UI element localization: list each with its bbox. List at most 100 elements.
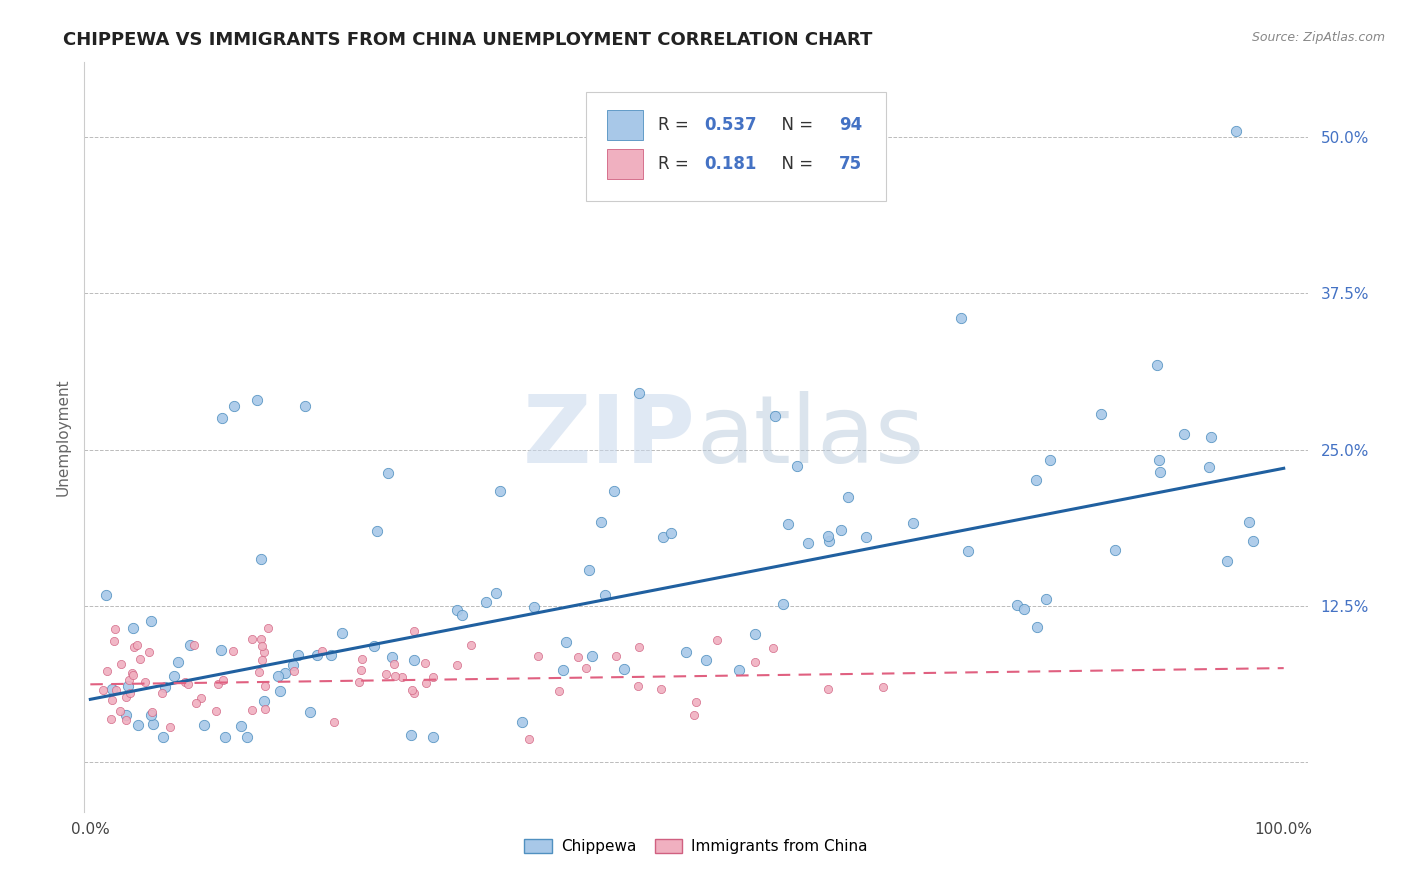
Point: [384, 669, 406, 683]
Point: [778, 516, 800, 531]
Point: [350, 663, 373, 677]
Point: [1237, 515, 1260, 529]
Point: [294, 399, 316, 413]
Point: [104, 683, 127, 698]
Point: [183, 638, 205, 652]
Point: [786, 459, 808, 474]
Point: [114, 708, 136, 723]
Text: 0.537: 0.537: [704, 116, 758, 134]
Point: [115, 690, 138, 704]
Point: [283, 664, 305, 678]
Point: [93, 683, 115, 698]
Point: [305, 648, 328, 662]
Point: [830, 523, 852, 537]
Point: [1039, 453, 1062, 467]
FancyBboxPatch shape: [586, 93, 886, 201]
Point: [253, 645, 276, 659]
Point: [1215, 554, 1237, 568]
Point: [100, 712, 122, 726]
Point: [510, 715, 533, 730]
Point: [118, 673, 141, 687]
Point: [837, 490, 859, 504]
FancyBboxPatch shape: [606, 149, 644, 178]
Text: ZIP: ZIP: [523, 391, 696, 483]
Point: [250, 551, 273, 566]
Point: [139, 614, 162, 628]
Point: [347, 674, 370, 689]
Text: R =: R =: [658, 116, 695, 134]
Point: [94, 588, 117, 602]
Point: [240, 703, 263, 717]
Point: [1199, 430, 1222, 444]
Point: [1147, 453, 1170, 467]
Point: [153, 681, 176, 695]
Point: [527, 648, 550, 663]
Point: [381, 650, 404, 665]
Text: 94: 94: [839, 116, 862, 134]
Point: [103, 634, 125, 648]
Point: [415, 676, 437, 690]
Text: N =: N =: [770, 116, 818, 134]
Point: [240, 632, 263, 646]
Point: [413, 656, 436, 670]
Point: [299, 705, 322, 719]
Point: [377, 466, 399, 480]
Point: [650, 682, 672, 697]
Point: [1025, 619, 1047, 633]
Point: [605, 648, 627, 663]
Point: [222, 399, 245, 413]
Point: [567, 649, 589, 664]
Point: [110, 657, 132, 671]
FancyBboxPatch shape: [606, 110, 644, 140]
Point: [1225, 124, 1247, 138]
Point: [281, 658, 304, 673]
Point: [695, 653, 717, 667]
Point: [205, 704, 228, 718]
Point: [209, 642, 232, 657]
Point: [363, 639, 385, 653]
Legend: Chippewa, Immigrants from China: Chippewa, Immigrants from China: [517, 832, 875, 860]
Text: CHIPPEWA VS IMMIGRANTS FROM CHINA UNEMPLOYMENT CORRELATION CHART: CHIPPEWA VS IMMIGRANTS FROM CHINA UNEMPL…: [63, 31, 873, 49]
Point: [628, 640, 651, 654]
Point: [121, 621, 143, 635]
Point: [1035, 591, 1057, 606]
Point: [1012, 602, 1035, 616]
Point: [548, 684, 571, 698]
Point: [578, 563, 600, 577]
Point: [129, 652, 152, 666]
Point: [193, 718, 215, 732]
Point: [451, 608, 474, 623]
Point: [382, 657, 405, 672]
Point: [404, 624, 426, 639]
Point: [797, 535, 820, 549]
Point: [593, 588, 616, 602]
Point: [555, 634, 578, 648]
Point: [404, 653, 426, 667]
Point: [1198, 459, 1220, 474]
Point: [150, 685, 173, 699]
Point: [231, 718, 253, 732]
Point: [950, 311, 973, 326]
Point: [399, 727, 422, 741]
Point: [817, 681, 839, 696]
Point: [957, 544, 980, 558]
Point: [122, 668, 145, 682]
Point: [125, 638, 148, 652]
Point: [252, 652, 274, 666]
Point: [575, 661, 598, 675]
Point: [114, 713, 136, 727]
Point: [517, 732, 540, 747]
Point: [287, 648, 309, 662]
Point: [311, 644, 333, 658]
Point: [685, 695, 707, 709]
Point: [190, 691, 212, 706]
Point: [706, 632, 728, 647]
Point: [1090, 407, 1112, 421]
Point: [652, 530, 675, 544]
Point: [1104, 543, 1126, 558]
Point: [222, 644, 245, 658]
Point: [139, 707, 162, 722]
Point: [404, 685, 426, 699]
Point: [269, 684, 291, 698]
Point: [446, 658, 468, 673]
